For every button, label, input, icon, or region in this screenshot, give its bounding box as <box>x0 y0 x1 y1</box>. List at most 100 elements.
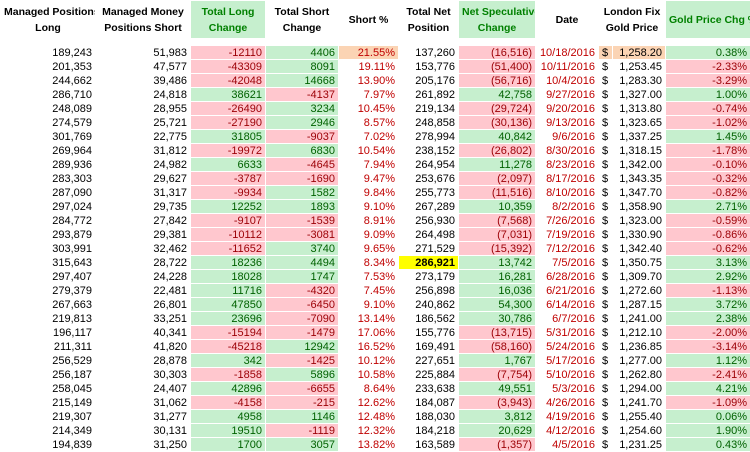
cell: -9107 <box>191 214 266 228</box>
cell: 1,253.45 <box>613 60 666 74</box>
cell: 1,330.90 <box>613 228 666 242</box>
cell: -4320 <box>266 284 339 298</box>
cell: (3,943) <box>459 396 536 410</box>
cell: -0.74% <box>666 102 750 116</box>
cell: 17.06% <box>339 326 399 340</box>
cell: 12252 <box>191 200 266 214</box>
cell: $ <box>599 298 613 312</box>
cell: 169,491 <box>399 340 459 354</box>
cell: 1,283.30 <box>613 74 666 88</box>
cell: 4406 <box>266 46 339 60</box>
cell: 13.82% <box>339 438 399 452</box>
cell: 1,323.00 <box>613 214 666 228</box>
cell: 219,134 <box>399 102 459 116</box>
cell: 31,277 <box>96 410 191 424</box>
cell: 155,776 <box>399 326 459 340</box>
cell: 303,991 <box>1 242 96 256</box>
cell: 5/3/2016 <box>536 382 599 396</box>
cell: 1,236.85 <box>613 340 666 354</box>
cell: 297,024 <box>1 200 96 214</box>
cell: $ <box>599 424 613 438</box>
cell: $ <box>599 242 613 256</box>
cell: 1,342.00 <box>613 158 666 172</box>
cell: 256,187 <box>1 368 96 382</box>
cell: 9.47% <box>339 172 399 186</box>
cell: 31,062 <box>96 396 191 410</box>
cell: 5/24/2016 <box>536 340 599 354</box>
cell: 225,884 <box>399 368 459 382</box>
cell: -1.13% <box>666 284 750 298</box>
cell: 4/12/2016 <box>536 424 599 438</box>
cell: 256,898 <box>399 284 459 298</box>
cell: -0.32% <box>666 172 750 186</box>
cell: 3057 <box>266 438 339 452</box>
cell: 1,255.40 <box>613 410 666 424</box>
cell: -4158 <box>191 396 266 410</box>
cell: 5/17/2016 <box>536 354 599 368</box>
cell: $ <box>599 46 613 60</box>
cell: 22,775 <box>96 130 191 144</box>
cell: 1,358.90 <box>613 200 666 214</box>
cell: 27,842 <box>96 214 191 228</box>
cell: 28,955 <box>96 102 191 116</box>
cell: 1,231.25 <box>613 438 666 452</box>
cell: -4645 <box>266 158 339 172</box>
cell: 30,303 <box>96 368 191 382</box>
cell: 274,579 <box>1 116 96 130</box>
cell: (1,357) <box>459 438 536 452</box>
cell: 1,342.40 <box>613 242 666 256</box>
cell: 184,218 <box>399 424 459 438</box>
cell: 214,349 <box>1 424 96 438</box>
cell: 24,407 <box>96 382 191 396</box>
cell: $ <box>599 130 613 144</box>
cell: 13,742 <box>459 256 536 270</box>
cell: 1,287.15 <box>613 298 666 312</box>
header-line: Date <box>539 12 595 28</box>
cell: 1,313.80 <box>613 102 666 116</box>
column-header: Short % <box>339 1 399 39</box>
cell: 3.13% <box>666 256 750 270</box>
cell: 153,776 <box>399 60 459 74</box>
cell: 13.14% <box>339 312 399 326</box>
cell: 26,801 <box>96 298 191 312</box>
cell: -1.02% <box>666 116 750 130</box>
cell: 5896 <box>266 368 339 382</box>
cell: (30,136) <box>459 116 536 130</box>
column-header: Gold Price Chg % <box>666 1 750 39</box>
header-line: Change <box>462 20 532 36</box>
header-line: Total Long <box>194 4 262 20</box>
cell: 31805 <box>191 130 266 144</box>
cell: 51,983 <box>96 46 191 60</box>
cell: 10.45% <box>339 102 399 116</box>
cell: 10/11/2016 <box>536 60 599 74</box>
cell: 4.21% <box>666 382 750 396</box>
cell: 8.34% <box>339 256 399 270</box>
cell: 2.92% <box>666 270 750 284</box>
cell: 205,176 <box>399 74 459 88</box>
cell: 4/19/2016 <box>536 410 599 424</box>
cell: 1,347.70 <box>613 186 666 200</box>
cell: 286,921 <box>399 256 459 270</box>
cell: 4/26/2016 <box>536 396 599 410</box>
cell: $ <box>599 256 613 270</box>
cell: 219,813 <box>1 312 96 326</box>
header-line: London Fix <box>602 4 662 20</box>
